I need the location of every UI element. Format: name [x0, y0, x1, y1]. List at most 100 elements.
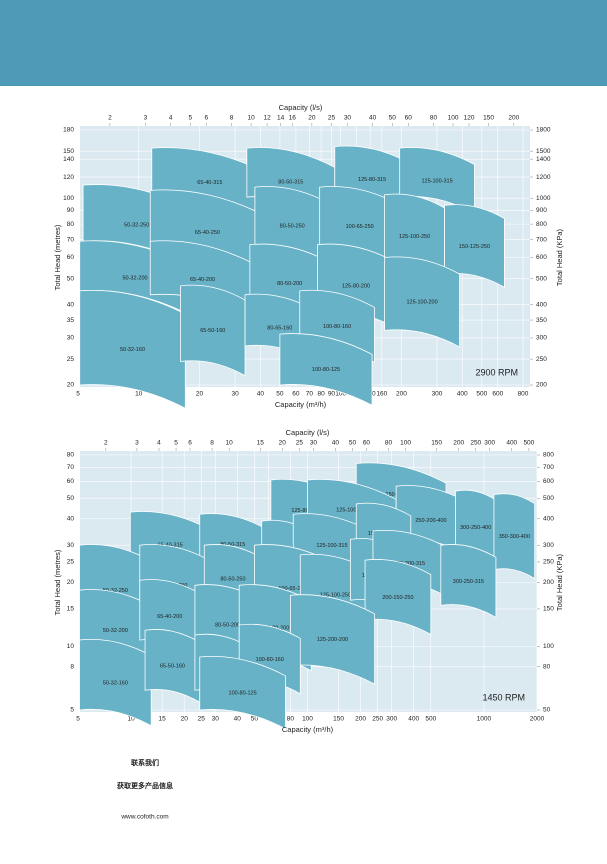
x-tick-label: 200: [396, 391, 407, 398]
rpm-annotation: 2900 RPM: [475, 367, 518, 377]
region-label: 350-300-400: [499, 534, 530, 540]
x2-tick-label: 20: [279, 440, 287, 447]
x-axis-title: Capacity (m³/h): [282, 725, 334, 734]
region-label: 80-65-160: [267, 325, 292, 331]
region-label: 100-65-250: [278, 586, 306, 592]
x-tick-label: 400: [457, 391, 468, 398]
region-label: 65-50-160: [160, 664, 185, 670]
y2-tick-label: 1200: [536, 174, 551, 181]
x-tick-label: 40: [257, 391, 265, 398]
y-tick-label: 80: [67, 452, 75, 459]
x2-tick-label: 250: [470, 440, 481, 447]
y-tick-label: 100: [63, 195, 74, 202]
region-label: 80-50-315: [220, 542, 245, 548]
y-tick-label: 8: [70, 663, 74, 670]
x-tick-label: 60: [292, 391, 300, 398]
y-tick-label: 70: [67, 464, 75, 471]
region-label: 100-80-125: [229, 690, 257, 696]
x-tick-label: 100: [302, 716, 313, 723]
x-tick-label: 1000: [477, 716, 492, 723]
y2-tick-label: 800: [543, 452, 554, 459]
y-tick-label: 20: [67, 579, 75, 586]
x-tick-label: 70: [306, 391, 314, 398]
x2-tick-label: 80: [430, 115, 438, 122]
y-tick-label: 5: [70, 707, 74, 714]
coverage-region: [79, 639, 152, 727]
y2-tick-label: 500: [536, 275, 547, 282]
region-label: 50-32-250: [124, 222, 149, 228]
region-label: 125-80-200: [342, 284, 370, 290]
y-tick-label: 60: [67, 254, 75, 261]
x2-tick-label: 150: [483, 115, 494, 122]
rpm-annotation: 1450 RPM: [482, 692, 525, 702]
coverage-region: [290, 594, 375, 685]
x-tick-label: 30: [212, 716, 220, 723]
region-label: 125-100-400: [336, 508, 367, 514]
y2-tick-label: 1800: [536, 127, 551, 134]
x2-tick-label: 500: [523, 440, 534, 447]
y-tick-label: 70: [67, 236, 75, 243]
y-tick-label: 15: [67, 606, 75, 613]
x2-tick-label: 50: [389, 115, 397, 122]
region-label: 50-32-200: [103, 628, 128, 634]
x2-tick-label: 5: [188, 115, 192, 122]
coverage-region: [199, 656, 286, 730]
x2-tick-label: 2: [104, 440, 108, 447]
y2-tick-label: 500: [543, 495, 554, 502]
x2-tick-label: 4: [169, 115, 173, 122]
region-label: 50-32-200: [122, 276, 147, 282]
x2-tick-label: 80: [385, 440, 393, 447]
x-tick-label: 2000: [530, 716, 545, 723]
y-tick-label: 50: [67, 495, 75, 502]
x2-axis-title: Capacity (l/s): [286, 428, 330, 437]
x-tick-label: 90: [328, 391, 336, 398]
y-tick-label: 30: [67, 335, 75, 342]
y-tick-label: 180: [63, 127, 74, 134]
x-tick-label: 10: [127, 716, 135, 723]
x2-tick-label: 100: [400, 440, 411, 447]
footer-line: 联系我们: [131, 758, 159, 767]
region-label: 50-32-250: [103, 588, 128, 594]
x2-tick-label: 60: [363, 440, 371, 447]
x2-tick-label: 40: [332, 440, 340, 447]
y-tick-label: 25: [67, 356, 75, 363]
x-tick-label: 50: [276, 391, 284, 398]
x-tick-label: 25: [198, 716, 206, 723]
region-label: 50-32-160: [120, 347, 145, 353]
x-tick-label: 150: [333, 716, 344, 723]
y2-tick-label: 80: [543, 663, 551, 670]
x-axis-title: Capacity (m³/h): [275, 400, 327, 409]
x2-tick-label: 20: [308, 115, 316, 122]
x2-tick-label: 400: [506, 440, 517, 447]
x2-tick-label: 150: [431, 440, 442, 447]
coverage-region: [364, 559, 432, 636]
x2-tick-label: 12: [263, 115, 271, 122]
y2-tick-label: 600: [536, 254, 547, 261]
y2-axis-title: Total Head (KPa): [555, 553, 564, 611]
region-label: 300-250-315: [453, 579, 484, 585]
x2-tick-label: 30: [310, 440, 318, 447]
x-tick-label: 80: [287, 716, 295, 723]
x-tick-label: 5: [76, 716, 80, 723]
coverage-region: [493, 493, 536, 580]
y2-tick-label: 250: [543, 559, 554, 566]
x2-tick-label: 8: [230, 115, 234, 122]
header-band: [0, 0, 607, 86]
x2-tick-label: 25: [296, 440, 304, 447]
region-label: 65-40-250: [195, 230, 220, 236]
x-tick-label: 100: [335, 391, 346, 398]
x2-tick-label: 6: [188, 440, 192, 447]
y2-tick-label: 200: [543, 579, 554, 586]
x-tick-label: 400: [408, 716, 419, 723]
region-label: 125-200-200: [317, 637, 348, 643]
y2-tick-label: 900: [536, 207, 547, 214]
region-label: 100-80-160: [256, 657, 284, 663]
x2-tick-label: 10: [247, 115, 255, 122]
y-tick-label: 25: [67, 559, 75, 566]
x-tick-label: 160: [376, 391, 387, 398]
region-label: 125-100-315: [316, 543, 347, 549]
y2-tick-label: 700: [536, 236, 547, 243]
y-tick-label: 150: [63, 148, 74, 155]
region-label: 80-50-250: [220, 576, 245, 582]
